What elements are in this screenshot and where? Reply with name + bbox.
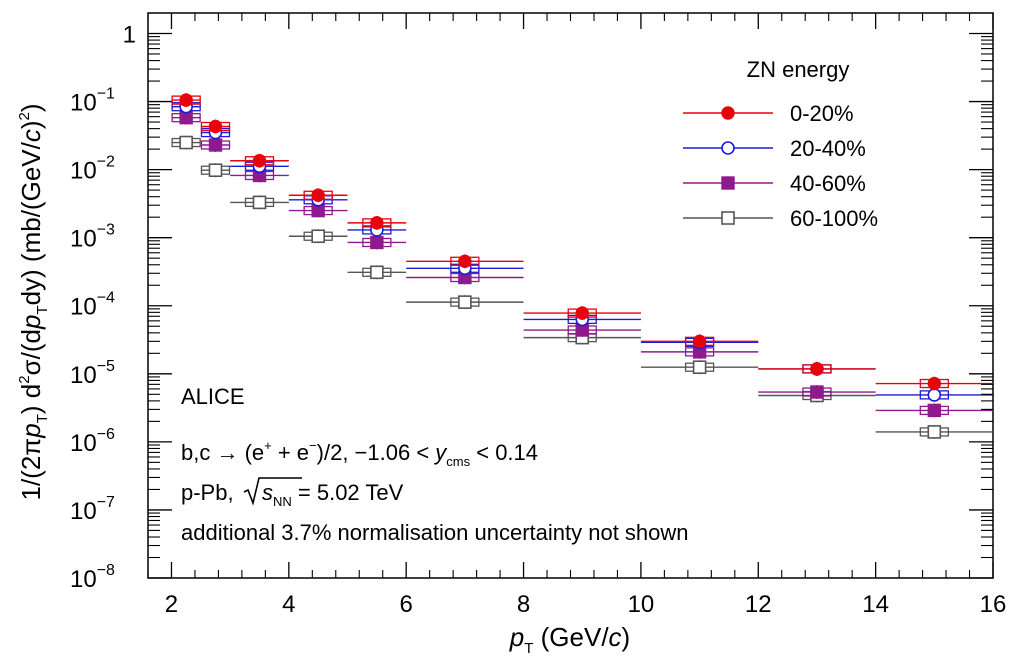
data-point [179, 135, 193, 150]
data-point [252, 195, 267, 210]
data-point [208, 138, 223, 152]
legend-label: 60-100% [790, 206, 878, 231]
y-tick-label: 10−1 [70, 86, 115, 117]
annotation-note: additional 3.7% normalisation uncertaint… [181, 520, 689, 545]
x-tick-label: 6 [400, 591, 413, 618]
data-point [692, 334, 707, 349]
axis-ticks: 2 4 6 8 10 12 14 16 10−8 10−7 10−6 10−5 10−4 10−3 10−2… [70, 13, 1006, 618]
series-60-100% [171, 135, 993, 439]
series-40-60% [171, 110, 993, 418]
sqrt-symbol [243, 477, 302, 506]
annotation-system: p-Pb, sNN = 5.02 TeV [181, 477, 404, 509]
x-tick-label: 8 [517, 591, 530, 618]
data-marks [171, 93, 993, 439]
y-tick-label: 10−2 [70, 154, 115, 185]
data-point [810, 362, 824, 376]
y-tick-label: 10−8 [70, 562, 115, 593]
y-tick-label: 10−7 [70, 494, 115, 525]
data-point [927, 403, 942, 418]
legend-marker [721, 211, 735, 225]
data-point [311, 188, 325, 202]
legend-label: 40-60% [790, 171, 866, 196]
x-tick-label: 16 [980, 591, 1007, 618]
data-point [370, 216, 384, 230]
data-point [370, 235, 384, 250]
data-point [692, 360, 707, 375]
annotation-process: b,c → (e+ + e−)/2, −1.06 < ycms < 0.14 [181, 438, 538, 469]
series-20-40% [171, 99, 993, 402]
y-axis-title: 1/(2πpT) d2σ/(dpTdy) (mb/(GeV/c)2) [16, 103, 51, 500]
data-point [311, 229, 325, 244]
legend-marker [721, 141, 735, 155]
legend-label: 20-40% [790, 136, 866, 161]
data-point [458, 254, 472, 268]
y-tick-label: 10−5 [70, 358, 115, 389]
x-axis-title: pT (GeV/c) [509, 622, 630, 657]
x-tick-label: 10 [628, 591, 655, 618]
svg-text:sNN = 5.02 TeV: sNN = 5.02 TeV [262, 480, 404, 509]
data-point [179, 93, 193, 107]
data-point [458, 295, 472, 309]
y-tick-label: 1 [123, 21, 136, 48]
data-point [927, 425, 942, 439]
data-point [927, 376, 942, 391]
data-point [927, 388, 942, 402]
x-tick-label: 14 [862, 591, 889, 618]
legend-marker [721, 106, 735, 120]
legend-marker [721, 176, 735, 190]
y-tick-label: 10−3 [70, 222, 115, 253]
data-point [370, 265, 384, 280]
x-tick-label: 12 [745, 591, 772, 618]
x-tick-label: 4 [282, 591, 295, 618]
legend-label: 0-20% [790, 101, 854, 126]
y-tick-label: 10−6 [70, 426, 115, 457]
data-point [252, 154, 267, 168]
data-point [575, 306, 589, 320]
data-point [208, 163, 223, 178]
legend-title: ZN energy [747, 57, 850, 82]
data-point [810, 385, 824, 399]
series-0-20% [171, 93, 993, 391]
x-tick-label: 2 [165, 591, 178, 618]
data-point [208, 119, 223, 134]
svg-text:p-Pb,: p-Pb, [181, 480, 234, 505]
annotation-experiment: ALICE [181, 384, 245, 409]
y-tick-label: 10−4 [70, 290, 115, 321]
legend: 0-20% 20-40% 40-60% 60-100% [683, 101, 878, 231]
